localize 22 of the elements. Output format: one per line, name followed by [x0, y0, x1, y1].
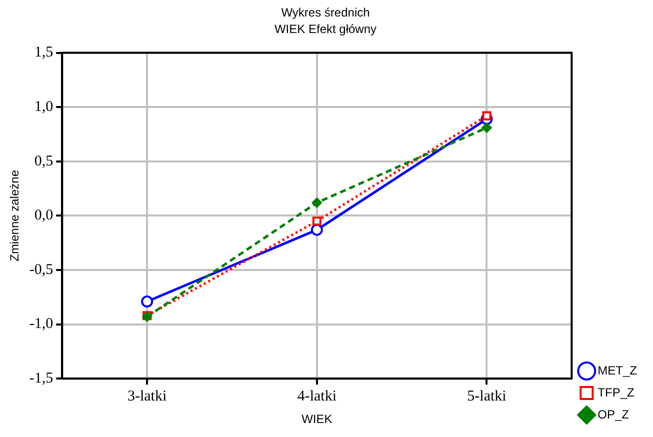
x-tick-label: 4-latki	[297, 388, 336, 405]
y-tick-label: 0,5	[34, 153, 54, 170]
point	[141, 295, 154, 308]
y-tick-label: -1,5	[29, 370, 54, 387]
y-axis-title: Zmienne zależne	[8, 170, 22, 262]
y-tick-label: 1,5	[34, 44, 54, 61]
point	[482, 111, 492, 120]
y-tick-label: -0,5	[29, 262, 54, 278]
chart-title: Wykres średnich	[281, 6, 370, 20]
x-tick-label: 5-latki	[467, 388, 506, 405]
point	[482, 122, 492, 133]
legend-label: MET_Z	[598, 363, 638, 378]
y-tick-label: 0,0	[34, 208, 54, 224]
x-tick-label: 3-latki	[127, 388, 167, 405]
y-tick-label: -1,0	[29, 316, 54, 332]
y-tick-label: 1,0	[34, 99, 54, 116]
point	[312, 198, 322, 208]
legend-label: OP_Z	[598, 407, 630, 422]
legend-label: TFP_Z	[598, 385, 634, 400]
point	[312, 216, 322, 226]
x-axis-title: WIEK	[302, 412, 332, 426]
chart-subtitle: WIEK Efekt główny	[274, 22, 377, 36]
